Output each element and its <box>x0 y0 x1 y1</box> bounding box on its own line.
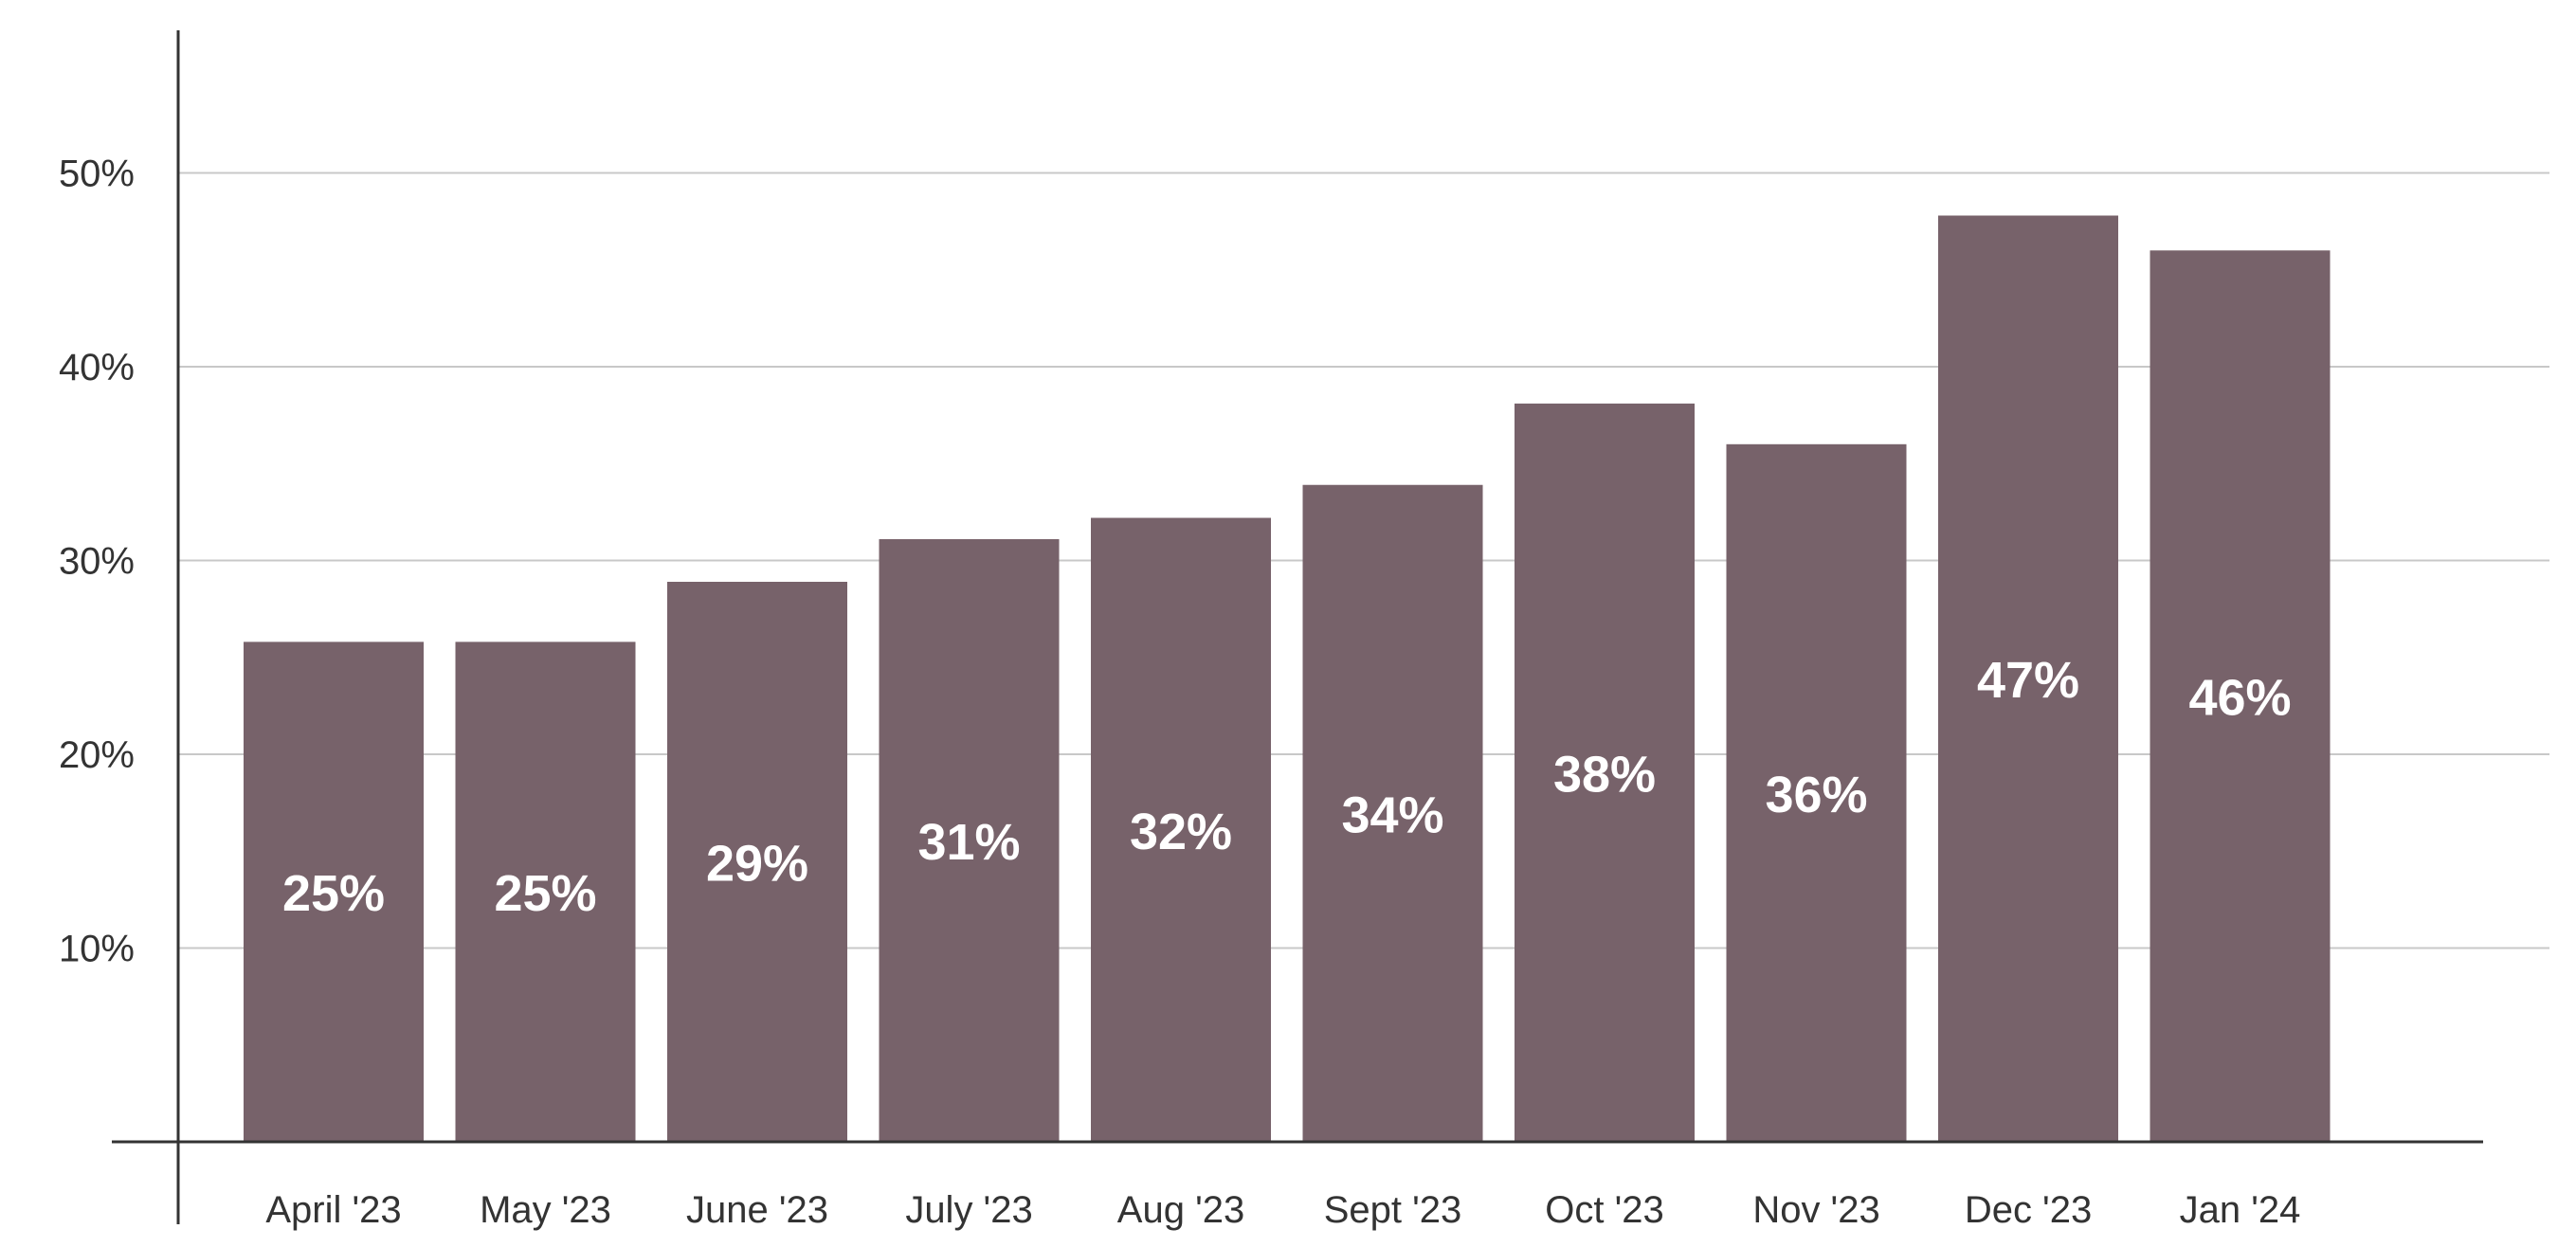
y-tick-label: 40% <box>59 347 135 389</box>
bar <box>1726 443 1907 1142</box>
x-tick-label: Oct '23 <box>1545 1189 1663 1231</box>
x-tick-label: April '23 <box>265 1189 401 1231</box>
x-tick-label: Sept '23 <box>1324 1189 1462 1231</box>
x-tick-label: June '23 <box>686 1189 828 1231</box>
x-tick-label: July '23 <box>905 1189 1032 1231</box>
y-tick-label: 20% <box>59 734 135 776</box>
bar <box>1938 215 2118 1143</box>
bar <box>1091 517 1271 1142</box>
bar-value-label: 25% <box>494 865 596 922</box>
x-tick-label: Aug '23 <box>1117 1189 1244 1231</box>
bar-value-label: 34% <box>1341 786 1443 843</box>
y-tick-label: 30% <box>59 541 135 583</box>
x-tick-label: Nov '23 <box>1752 1189 1879 1231</box>
x-tick-label: Jan '24 <box>2180 1189 2301 1231</box>
x-tick-labels: April '23 May '23 June '23 July '23 Aug '23 S… <box>265 1189 2300 1231</box>
data-labels: 25% 25% 29% 31% 32% 34% 38% 36% 47% 46% <box>282 652 2292 922</box>
bar-value-label: 25% <box>282 865 385 922</box>
bar <box>1515 403 1695 1143</box>
y-tick-labels: 10% 20% 30% 40% 50% <box>59 154 135 970</box>
x-tick-label: Dec '23 <box>1965 1189 2092 1231</box>
bar <box>455 642 636 1142</box>
bar <box>667 581 847 1142</box>
bar <box>1302 484 1483 1142</box>
bar-value-label: 32% <box>1130 804 1232 860</box>
y-tick-label: 10% <box>59 929 135 970</box>
bar <box>244 642 424 1142</box>
y-tick-label: 50% <box>59 154 135 195</box>
bar <box>2150 250 2331 1142</box>
bars <box>244 215 2331 1143</box>
bar-value-label: 31% <box>917 814 1020 871</box>
bar-value-label: 46% <box>2188 670 2291 727</box>
bar-value-label: 36% <box>1765 767 1867 823</box>
bar-value-label: 29% <box>706 835 808 892</box>
x-tick-label: May '23 <box>480 1189 611 1231</box>
bar <box>879 539 1060 1142</box>
axes <box>112 30 2483 1224</box>
bar-value-label: 38% <box>1553 746 1656 803</box>
bar-value-label: 47% <box>1977 652 2079 709</box>
